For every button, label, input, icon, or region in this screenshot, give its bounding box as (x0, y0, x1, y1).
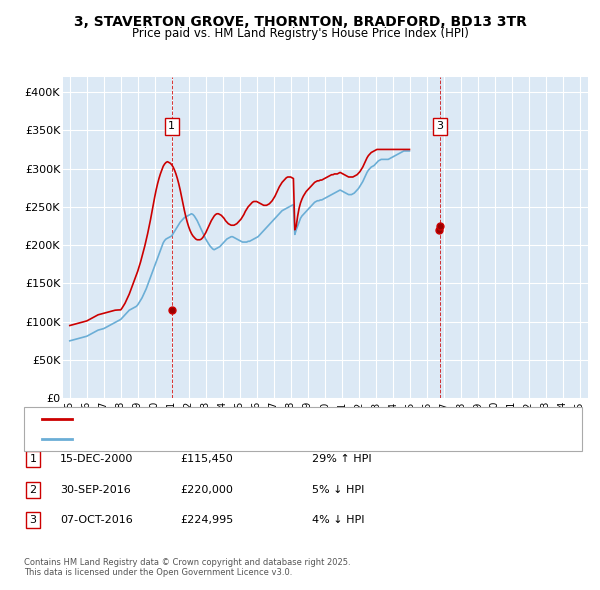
Text: 30-SEP-2016: 30-SEP-2016 (60, 485, 131, 494)
Text: 07-OCT-2016: 07-OCT-2016 (60, 516, 133, 525)
Text: HPI: Average price, detached house, Bradford: HPI: Average price, detached house, Brad… (78, 434, 316, 444)
Text: 3: 3 (436, 122, 443, 132)
Text: 3: 3 (29, 516, 37, 525)
Text: Price paid vs. HM Land Registry's House Price Index (HPI): Price paid vs. HM Land Registry's House … (131, 27, 469, 40)
Text: £115,450: £115,450 (180, 454, 233, 464)
Text: £220,000: £220,000 (180, 485, 233, 494)
Text: Contains HM Land Registry data © Crown copyright and database right 2025.
This d: Contains HM Land Registry data © Crown c… (24, 558, 350, 577)
Text: 3, STAVERTON GROVE, THORNTON, BRADFORD, BD13 3TR: 3, STAVERTON GROVE, THORNTON, BRADFORD, … (74, 15, 526, 29)
Text: 1: 1 (168, 122, 175, 132)
Text: 2: 2 (29, 485, 37, 494)
Text: 3, STAVERTON GROVE, THORNTON, BRADFORD, BD13 3TR (detached house): 3, STAVERTON GROVE, THORNTON, BRADFORD, … (78, 415, 476, 424)
Text: 29% ↑ HPI: 29% ↑ HPI (312, 454, 371, 464)
Text: 4% ↓ HPI: 4% ↓ HPI (312, 516, 365, 525)
Text: 5% ↓ HPI: 5% ↓ HPI (312, 485, 364, 494)
Text: £224,995: £224,995 (180, 516, 233, 525)
Text: 15-DEC-2000: 15-DEC-2000 (60, 454, 133, 464)
Text: 1: 1 (29, 454, 37, 464)
